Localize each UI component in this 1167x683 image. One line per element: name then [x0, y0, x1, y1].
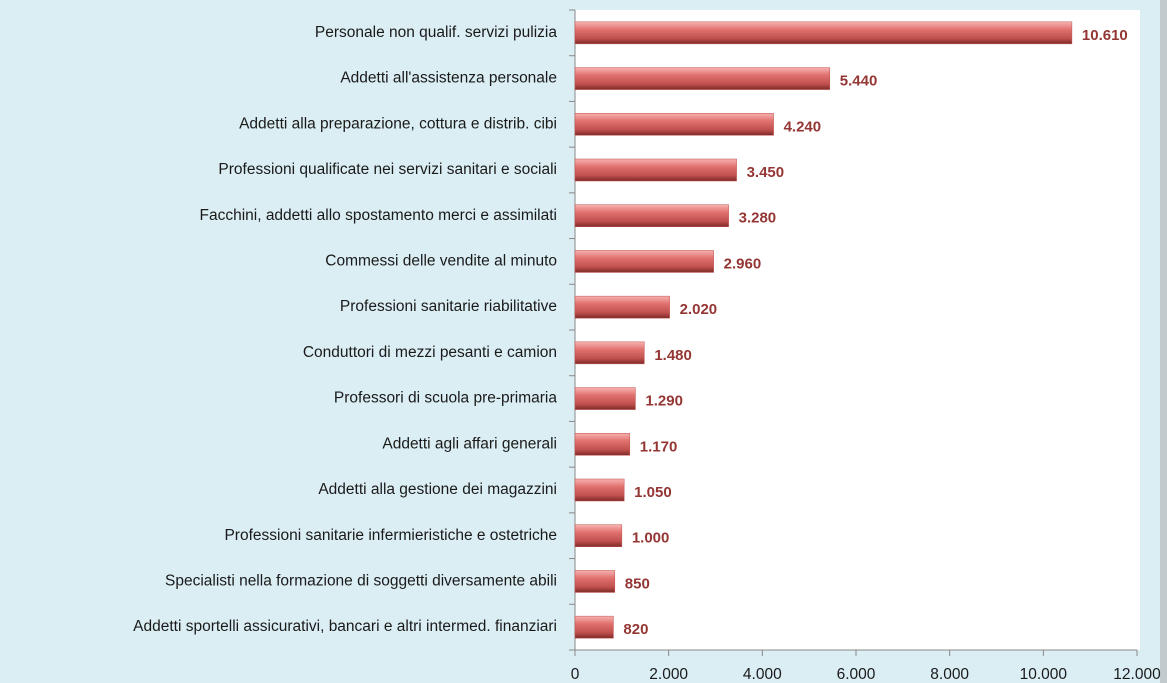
- bar: [574, 204, 729, 227]
- data-label: 1.000: [632, 530, 670, 547]
- bar: [574, 433, 631, 456]
- data-label: 2.020: [680, 301, 718, 318]
- y-tick-label: Addetti agli affari generali: [382, 435, 557, 452]
- data-label: 1.050: [634, 484, 672, 501]
- y-tick-label: Professioni sanitarie riabilitative: [340, 298, 557, 315]
- data-label: 10.610: [1082, 27, 1128, 44]
- data-label: 2.960: [724, 255, 762, 272]
- x-tick-label: 8.000: [930, 666, 969, 683]
- x-tick-label: 0: [571, 666, 580, 683]
- x-tick-label: 4.000: [743, 666, 782, 683]
- x-tick-label: 2.000: [649, 666, 688, 683]
- y-tick-label: Addetti all'assistenza personale: [340, 70, 557, 87]
- plot-area: [575, 10, 1140, 650]
- frame-edge: [1160, 0, 1167, 683]
- bar: [574, 615, 614, 639]
- y-tick-label: Addetti alla preparazione, cottura e dis…: [239, 115, 557, 132]
- bar: [574, 478, 625, 502]
- bar: [574, 570, 616, 593]
- data-label: 4.240: [784, 118, 822, 135]
- y-tick-label: Addetti alla gestione dei magazzini: [318, 481, 557, 498]
- bar: [574, 113, 774, 136]
- bar: [574, 158, 737, 182]
- y-tick-label: Professori di scuola pre-primaria: [334, 390, 557, 407]
- data-label: 3.280: [739, 210, 777, 227]
- y-tick-label: Professioni qualificate nei servizi sani…: [218, 161, 557, 178]
- data-label: 850: [625, 575, 650, 592]
- y-tick-label: Facchini, addetti allo spostamento merci…: [199, 207, 557, 224]
- data-label: 5.440: [840, 73, 878, 90]
- y-tick-label: Addetti sportelli assicurativi, bancari …: [133, 618, 557, 635]
- y-tick-label: Specialisti nella formazione di soggetti…: [165, 573, 557, 590]
- x-tick-label: 6.000: [837, 666, 876, 683]
- bar: [574, 341, 645, 365]
- bar: [574, 295, 670, 319]
- data-label: 1.480: [654, 347, 692, 364]
- y-tick-label: Professioni sanitarie infermieristiche e…: [224, 527, 557, 544]
- bar: [574, 387, 636, 410]
- bar: [574, 67, 831, 90]
- y-tick-label: Conduttori di mezzi pesanti e camion: [303, 344, 557, 361]
- y-tick-label: Personale non qualif. servizi pulizia: [315, 24, 557, 41]
- data-label: 820: [623, 621, 648, 638]
- data-label: 3.450: [747, 164, 785, 181]
- bar: [574, 524, 623, 547]
- y-tick-label: Commessi delle vendite al minuto: [325, 253, 557, 270]
- bar: [574, 250, 714, 273]
- bar: [574, 21, 1073, 45]
- data-label: 1.170: [640, 438, 678, 455]
- x-tick-label: 12.000: [1113, 666, 1161, 683]
- data-label: 1.290: [645, 393, 683, 410]
- x-tick-label: 10.000: [1020, 666, 1068, 683]
